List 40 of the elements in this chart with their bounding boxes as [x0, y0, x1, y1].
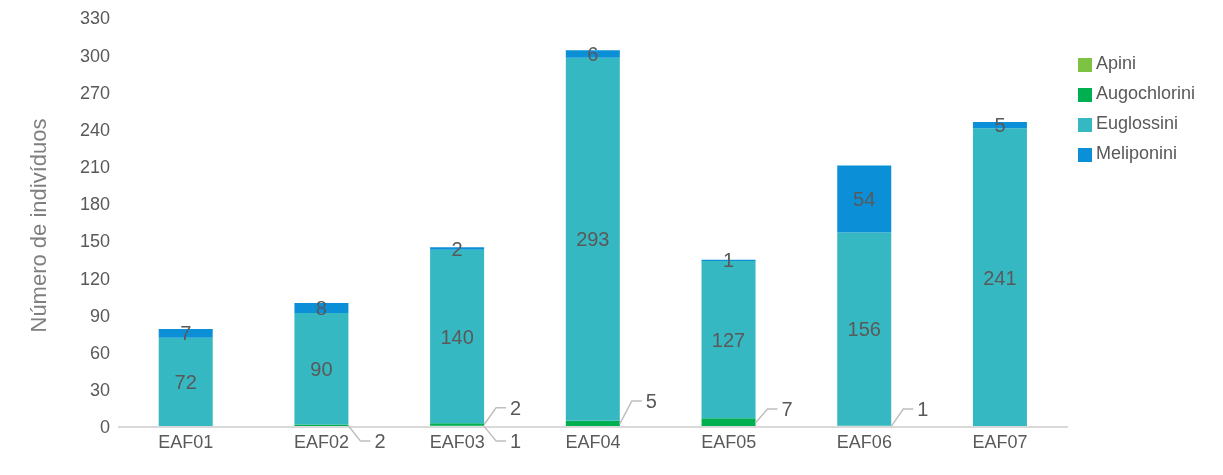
data-label: 90 — [310, 357, 333, 380]
y-tick-label: 240 — [79, 119, 110, 140]
data-label: 293 — [576, 228, 610, 251]
y-tick-label: 270 — [79, 82, 110, 103]
legend-label: Augochlorini — [1095, 83, 1195, 103]
x-tick-label: EAF07 — [972, 431, 1028, 452]
data-label: 7 — [180, 322, 192, 345]
data-label: 7 — [781, 398, 793, 420]
data-label: 241 — [983, 266, 1017, 289]
x-tick-label: EAF05 — [701, 431, 757, 452]
data-label: 2 — [374, 430, 386, 452]
data-label: 156 — [847, 318, 881, 341]
data-label: 8 — [315, 297, 327, 320]
x-tick-label: EAF01 — [158, 431, 214, 452]
y-tick-label: 60 — [89, 343, 110, 364]
data-label: 140 — [440, 325, 474, 348]
data-label: 1 — [510, 430, 522, 452]
x-tick-label: EAF06 — [836, 431, 892, 452]
data-label: 5 — [645, 390, 657, 412]
y-tick-label: 30 — [89, 380, 110, 401]
y-axis-title: Número de indivíduos — [25, 118, 51, 333]
data-label: 54 — [853, 187, 876, 210]
x-tick-label: EAF03 — [429, 431, 485, 452]
y-tick-label: 180 — [79, 194, 110, 215]
y-tick-label: 300 — [79, 45, 110, 66]
y-tick-label: 210 — [79, 157, 110, 178]
y-tick-label: 120 — [79, 268, 110, 289]
x-tick-label: EAF04 — [565, 431, 621, 452]
legend-label: Meliponini — [1095, 143, 1177, 163]
x-tick-label: EAF02 — [294, 431, 350, 452]
data-label: 2 — [510, 396, 522, 419]
data-label: 72 — [174, 371, 197, 394]
legend-label: Apini — [1095, 53, 1136, 73]
y-tick-label: 330 — [79, 8, 110, 29]
y-tick-label: 150 — [79, 231, 110, 252]
legend-label: Euglossini — [1095, 113, 1178, 133]
y-tick-label: 90 — [89, 305, 110, 326]
y-tick-label: 0 — [99, 417, 110, 438]
data-label: 127 — [711, 328, 746, 351]
data-label: 1 — [917, 398, 929, 420]
